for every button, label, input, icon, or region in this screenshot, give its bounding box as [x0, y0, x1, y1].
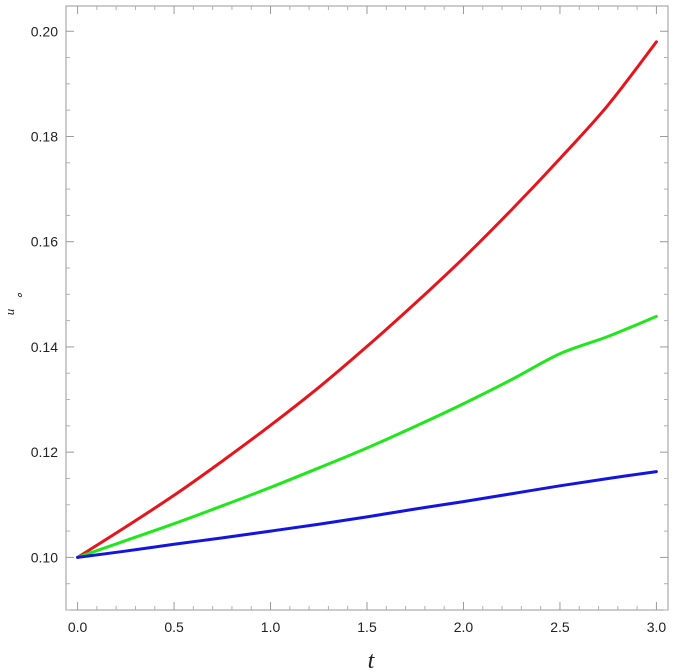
- x-tick-label: 0.5: [164, 619, 184, 635]
- plot-frame: [65, 5, 669, 611]
- axis-tick-labels: 0.0 0.5 1.0 1.5 2.0 2.5 3.0 0.10 0.12 0.14 0.16 0.1…: [31, 23, 667, 635]
- x-tick-label: 1.0: [261, 619, 281, 635]
- x-tick-label: 0.0: [68, 619, 88, 635]
- y-tick-label: 0.18: [31, 128, 58, 144]
- series-lines: [76, 40, 658, 559]
- axis-ticks: [66, 6, 668, 611]
- x-tick-label: 3.0: [647, 619, 667, 635]
- x-tick-label: 1.5: [357, 619, 377, 635]
- series-line-2: [76, 470, 658, 559]
- x-tick-label: 2.0: [454, 619, 474, 635]
- y-tick-label: 0.12: [31, 444, 58, 460]
- y-axis-label-group: u ∘: [2, 292, 27, 315]
- y-axis-label: u: [2, 308, 17, 315]
- y-axis-label-subscript: ∘: [12, 292, 27, 300]
- series-line-0: [76, 40, 658, 559]
- x-tick-label: 2.5: [550, 619, 570, 635]
- x-axis-label: t: [368, 648, 376, 672]
- y-tick-label: 0.20: [31, 23, 58, 39]
- y-tick-label: 0.16: [31, 234, 58, 250]
- series-line-1: [76, 314, 658, 559]
- y-tick-label: 0.10: [31, 549, 58, 565]
- y-tick-label: 0.14: [31, 339, 58, 355]
